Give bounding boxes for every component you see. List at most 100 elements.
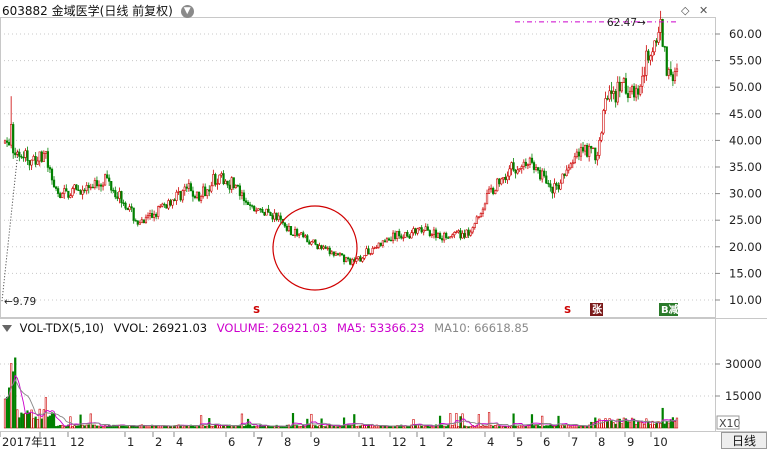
candle-body xyxy=(146,215,150,218)
candle-body xyxy=(610,90,613,94)
candle-body xyxy=(167,200,170,209)
high-label: 62.47→ xyxy=(607,17,646,29)
candle-body xyxy=(381,240,384,246)
volume-bar xyxy=(624,418,628,429)
volume-bar xyxy=(54,426,58,429)
volume-bar xyxy=(443,426,446,429)
y-tick-label: 15.00 xyxy=(729,266,762,280)
candle-body xyxy=(483,203,487,210)
period-button[interactable]: 日线 xyxy=(721,432,767,449)
volume-bar xyxy=(430,425,433,429)
candle-body xyxy=(534,167,538,170)
volume-bar xyxy=(447,424,450,429)
candle-body xyxy=(391,232,395,241)
collapse-icon[interactable] xyxy=(2,325,12,332)
candle-body xyxy=(453,232,456,236)
candle-body xyxy=(132,207,135,221)
volume-bar xyxy=(83,425,86,429)
volume-bar xyxy=(153,426,156,429)
candle-body xyxy=(418,227,421,230)
volume-bar xyxy=(230,425,233,429)
close-icon[interactable]: ✕ xyxy=(699,4,709,17)
volume-bar xyxy=(561,424,564,429)
candle-body xyxy=(379,242,382,246)
volume-bar xyxy=(530,414,534,429)
volume-bar xyxy=(34,416,37,429)
candle-body xyxy=(300,232,303,235)
volume-bar xyxy=(136,426,139,429)
candle-body xyxy=(212,174,215,187)
volume-bar xyxy=(579,426,583,429)
volume-bar xyxy=(302,424,305,429)
volume-bar xyxy=(612,422,615,429)
candle-body xyxy=(536,167,540,171)
candle-body xyxy=(197,191,201,201)
signal-marker: 张 xyxy=(592,303,603,316)
candle-body xyxy=(477,216,480,218)
volume-bar xyxy=(79,414,82,429)
candle-body xyxy=(447,237,450,239)
volume-bar xyxy=(104,425,107,429)
candle-body xyxy=(134,220,137,222)
candle-body xyxy=(655,40,658,43)
candle-body xyxy=(314,239,317,245)
volume-bar xyxy=(281,426,284,429)
volume-bar xyxy=(657,421,660,429)
candle-body xyxy=(608,90,611,100)
candle-body xyxy=(504,177,507,181)
chevron-down-icon[interactable]: ▼ xyxy=(180,5,194,18)
volume-bar xyxy=(518,424,521,429)
candle-body xyxy=(24,150,27,158)
volume-bar xyxy=(146,425,150,429)
volume-bar xyxy=(620,423,623,429)
signal-marker: B减 xyxy=(661,303,679,316)
volume-bar xyxy=(40,418,43,429)
volume-bar xyxy=(547,425,550,429)
candle-body xyxy=(440,238,444,241)
candle-body xyxy=(244,200,248,203)
candle-body xyxy=(606,98,609,100)
vvol-value: VVOL: 26921.03 xyxy=(113,321,208,335)
candle-body xyxy=(518,168,521,171)
volume-bar xyxy=(126,426,129,429)
volume-bar xyxy=(645,418,648,429)
y-tick-label: 35.00 xyxy=(729,160,762,174)
volume-bar xyxy=(328,425,331,429)
candle-body xyxy=(306,235,309,243)
candle-body xyxy=(187,183,190,189)
candle-body xyxy=(36,160,39,165)
volume-tick-label: 30000 xyxy=(725,357,762,371)
volume-bar xyxy=(369,424,372,429)
volume-bar xyxy=(565,424,568,429)
candle-body xyxy=(122,202,125,204)
volume-tick-label: 15000 xyxy=(725,389,762,403)
y-tick-label: 55.00 xyxy=(729,54,762,68)
candle-body xyxy=(659,19,662,33)
indicator-name[interactable]: VOL-TDX(5,10) xyxy=(19,321,105,335)
candle-body xyxy=(26,150,29,161)
candle-body xyxy=(269,212,272,216)
signal-badge xyxy=(659,303,678,316)
candle-body xyxy=(289,226,293,236)
candle-body xyxy=(602,110,605,134)
candle-body xyxy=(236,185,239,187)
volume-bar xyxy=(304,426,307,429)
volume-bar xyxy=(414,425,417,429)
volume-bar xyxy=(549,424,552,429)
candle-body xyxy=(586,144,589,157)
candle-body xyxy=(224,180,227,185)
candle-body xyxy=(342,254,346,262)
candle-body xyxy=(365,248,368,256)
volume-bar xyxy=(3,398,7,429)
candle-body xyxy=(87,185,90,188)
diamond-icon[interactable]: ◇ xyxy=(681,4,690,17)
volume-bar xyxy=(516,426,519,429)
candle-body xyxy=(73,184,76,189)
volume-bar xyxy=(424,425,427,429)
candle-body xyxy=(500,178,503,185)
volume-bar xyxy=(77,425,80,429)
volume-bar xyxy=(112,424,115,429)
candle-body xyxy=(293,229,297,236)
candle-body xyxy=(653,40,656,53)
volume-bar xyxy=(298,426,301,429)
